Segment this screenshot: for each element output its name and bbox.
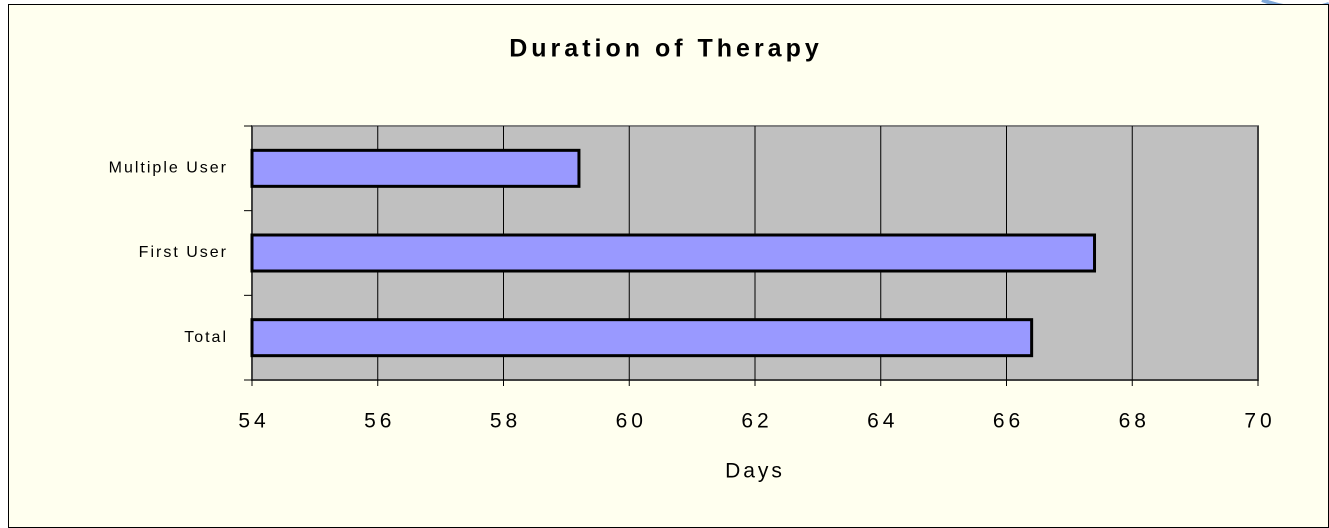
bar: [250, 148, 581, 188]
x-tick-label: 60: [616, 410, 647, 433]
x-axis-label: Days: [725, 460, 785, 483]
y-tick-label: First User: [139, 244, 228, 261]
y-tick-label: Multiple User: [109, 160, 228, 177]
x-tick-label: 58: [490, 410, 521, 433]
x-tick-label: 66: [993, 410, 1024, 433]
bar: [250, 233, 1097, 273]
x-tick-label: 64: [867, 410, 898, 433]
x-tick-label: 62: [741, 410, 772, 433]
y-tick-label: Total: [184, 329, 228, 346]
x-tick-label: 56: [364, 410, 395, 433]
x-tick-label: 68: [1119, 410, 1150, 433]
chart-title: Duration of Therapy: [509, 35, 823, 63]
bar: [250, 318, 1034, 358]
x-tick-label: 54: [238, 410, 269, 433]
x-tick-label: 70: [1244, 410, 1275, 433]
